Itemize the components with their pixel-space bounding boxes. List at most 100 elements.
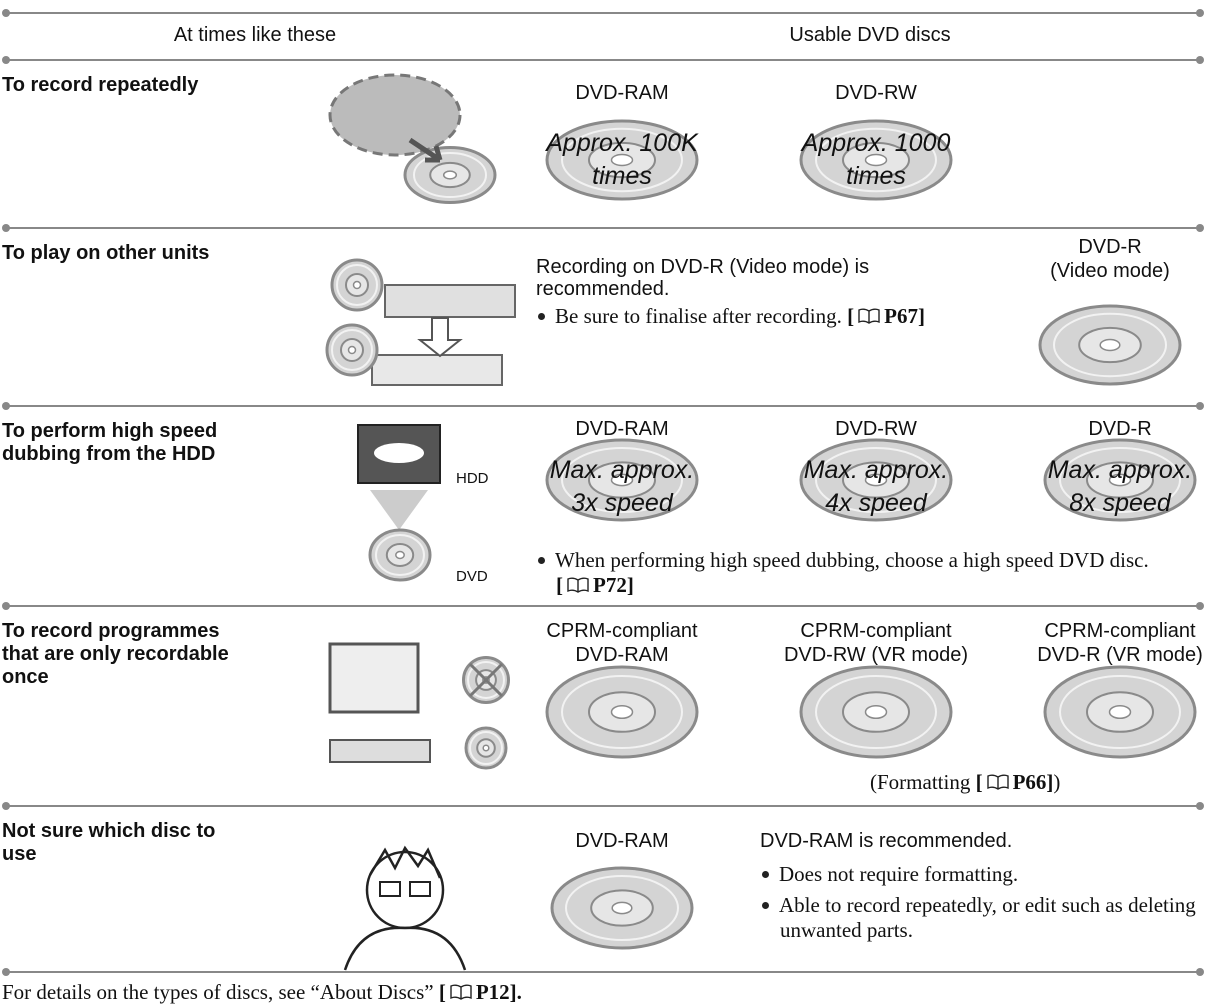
illustration-label: HDD bbox=[456, 470, 489, 487]
page-reference: [P12]. bbox=[439, 980, 522, 1004]
header-right: Usable DVD discs bbox=[789, 24, 951, 46]
ref-close: ] bbox=[626, 573, 634, 597]
row-label: To play on other units bbox=[2, 242, 210, 264]
separator-end bbox=[2, 602, 10, 610]
book-outline bbox=[450, 984, 472, 1000]
device bbox=[371, 354, 503, 386]
bullet-dot bbox=[538, 557, 545, 564]
ref-open: [ bbox=[556, 573, 563, 597]
bullet: Be sure to finalise after recording. [P6… bbox=[536, 304, 926, 329]
footer-text: For details on the types of discs, see “… bbox=[2, 980, 434, 1004]
disc-note: 4x speed bbox=[825, 489, 927, 517]
disc-ring bbox=[561, 675, 683, 749]
disc-ring bbox=[815, 675, 937, 749]
disc-ring bbox=[336, 264, 378, 306]
book-outline bbox=[986, 774, 1009, 790]
disc-name: DVD-RW (VR mode) bbox=[783, 644, 969, 666]
disc-ring bbox=[815, 127, 937, 193]
device bbox=[384, 284, 516, 318]
separator-end bbox=[1196, 224, 1204, 232]
disc-dashed bbox=[328, 73, 462, 157]
book-icon bbox=[567, 577, 589, 593]
disc-name: DVD-RW bbox=[835, 418, 917, 440]
bullet-text: Does not require formatting. bbox=[779, 862, 1019, 886]
disc-hole bbox=[442, 170, 458, 180]
disc-name: DVD-RAM bbox=[575, 418, 669, 440]
row-label: Not sure which disc to bbox=[2, 820, 216, 842]
separator-end bbox=[1196, 602, 1204, 610]
arrow bbox=[370, 490, 428, 530]
note-text: (Formatting bbox=[870, 770, 971, 794]
ref-page: P72 bbox=[593, 573, 627, 597]
ref-open: [ bbox=[847, 304, 855, 328]
disc-note: Max. approx. bbox=[549, 456, 695, 484]
bullet: When performing high speed dubbing, choo… bbox=[536, 548, 1206, 598]
hair bbox=[368, 845, 442, 879]
disc-ring bbox=[1053, 312, 1167, 378]
arrow bbox=[408, 137, 443, 163]
ref-page: P66 bbox=[1012, 770, 1047, 794]
disc-name: DVD-R bbox=[1078, 236, 1142, 258]
disc-name: CPRM-compliant bbox=[546, 620, 698, 642]
row-label: once bbox=[2, 666, 49, 688]
ref-close: ] bbox=[917, 304, 925, 328]
illustration-label: DVD bbox=[456, 568, 488, 585]
ref-page: P67 bbox=[884, 304, 918, 328]
row-label: To record repeatedly bbox=[2, 74, 199, 96]
bullet-dot bbox=[762, 902, 769, 909]
separator-end bbox=[2, 224, 10, 232]
row-label: that are only recordable bbox=[2, 643, 229, 665]
page-reference: [P66] bbox=[976, 770, 1054, 794]
separator-end bbox=[2, 802, 10, 810]
tv bbox=[328, 642, 420, 714]
disc-name: DVD-RW bbox=[835, 82, 917, 104]
disc-ring bbox=[815, 447, 937, 513]
bullet-text: Able to record repeatedly, or edit such … bbox=[779, 893, 1196, 942]
disc-hole bbox=[610, 153, 634, 167]
disc-name: CPRM-compliant bbox=[800, 620, 952, 642]
row-label: use bbox=[2, 843, 37, 865]
disc-name: DVD-RAM bbox=[575, 830, 669, 852]
note-close: ) bbox=[1053, 770, 1061, 794]
disc-hole bbox=[864, 153, 888, 167]
disc-note: times bbox=[592, 162, 652, 190]
row-text: recommended. bbox=[536, 278, 670, 300]
disc-note: Max. approx. bbox=[1047, 456, 1193, 484]
body bbox=[343, 926, 467, 971]
row-label: dubbing from the HDD bbox=[2, 443, 216, 465]
arrow bbox=[417, 317, 463, 358]
disc-ring bbox=[561, 447, 683, 513]
header-left: At times like these bbox=[173, 24, 337, 46]
disc-hole bbox=[482, 744, 490, 752]
bullet-dot bbox=[538, 313, 545, 320]
row-text: Recording on DVD-R (Video mode) is bbox=[536, 256, 870, 278]
footer: For details on the types of discs, see “… bbox=[2, 980, 522, 1005]
separator-end bbox=[1196, 968, 1204, 976]
book-outline bbox=[858, 308, 880, 324]
separator-end bbox=[2, 56, 10, 64]
page-reference: [ P67] bbox=[847, 304, 925, 328]
separator-end bbox=[2, 968, 10, 976]
disc-note: Approx. 1000 bbox=[801, 129, 951, 157]
disc-ring bbox=[1059, 675, 1181, 749]
disc-note: 3x speed bbox=[571, 489, 673, 517]
ref-open: [ bbox=[438, 980, 446, 1004]
separator-end bbox=[2, 9, 10, 17]
disc-note: 8x speed bbox=[1069, 489, 1171, 517]
disc-name: (Video mode) bbox=[1050, 260, 1170, 282]
disc-ring bbox=[1059, 447, 1181, 513]
glasses bbox=[409, 881, 431, 897]
formatting-note: (Formatting [P66]) bbox=[870, 770, 1060, 795]
ref-page: P12 bbox=[475, 980, 510, 1004]
disc-ring bbox=[413, 152, 487, 198]
disc-hole bbox=[1108, 704, 1132, 720]
disc-hole bbox=[1108, 473, 1132, 487]
bullet: Able to record repeatedly, or edit such … bbox=[760, 893, 1206, 943]
book-outline bbox=[567, 577, 589, 593]
disc-name: DVD-R bbox=[1088, 418, 1152, 440]
separator-end bbox=[1196, 402, 1204, 410]
disc-ring bbox=[469, 731, 503, 765]
ref-open: [ bbox=[975, 770, 983, 794]
